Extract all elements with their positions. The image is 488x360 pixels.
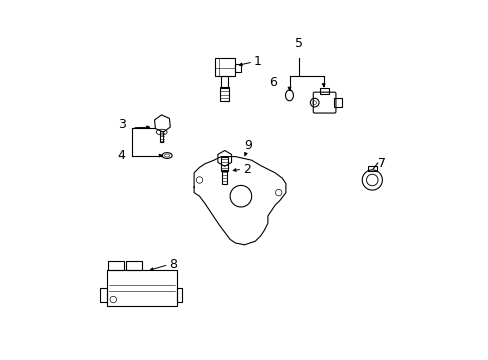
Bar <box>177 288 182 302</box>
Text: 8: 8 <box>168 258 177 271</box>
Text: 4: 4 <box>118 149 125 162</box>
Bar <box>107 261 123 270</box>
Bar <box>367 166 376 171</box>
Text: 3: 3 <box>118 118 125 131</box>
Bar <box>125 261 142 270</box>
Bar <box>214 58 234 76</box>
Bar <box>222 170 227 184</box>
Text: 7: 7 <box>377 157 385 170</box>
Text: 9: 9 <box>244 139 251 152</box>
Bar <box>221 157 228 171</box>
Bar <box>100 288 106 302</box>
Bar <box>106 270 177 306</box>
Text: 2: 2 <box>242 163 250 176</box>
Text: 1: 1 <box>253 55 261 68</box>
Bar <box>333 98 341 107</box>
Bar <box>160 131 163 142</box>
Bar <box>221 76 227 88</box>
Text: 6: 6 <box>268 76 276 89</box>
Bar <box>320 88 328 94</box>
Bar <box>220 87 229 101</box>
Bar <box>234 64 241 72</box>
Text: 5: 5 <box>294 37 302 50</box>
